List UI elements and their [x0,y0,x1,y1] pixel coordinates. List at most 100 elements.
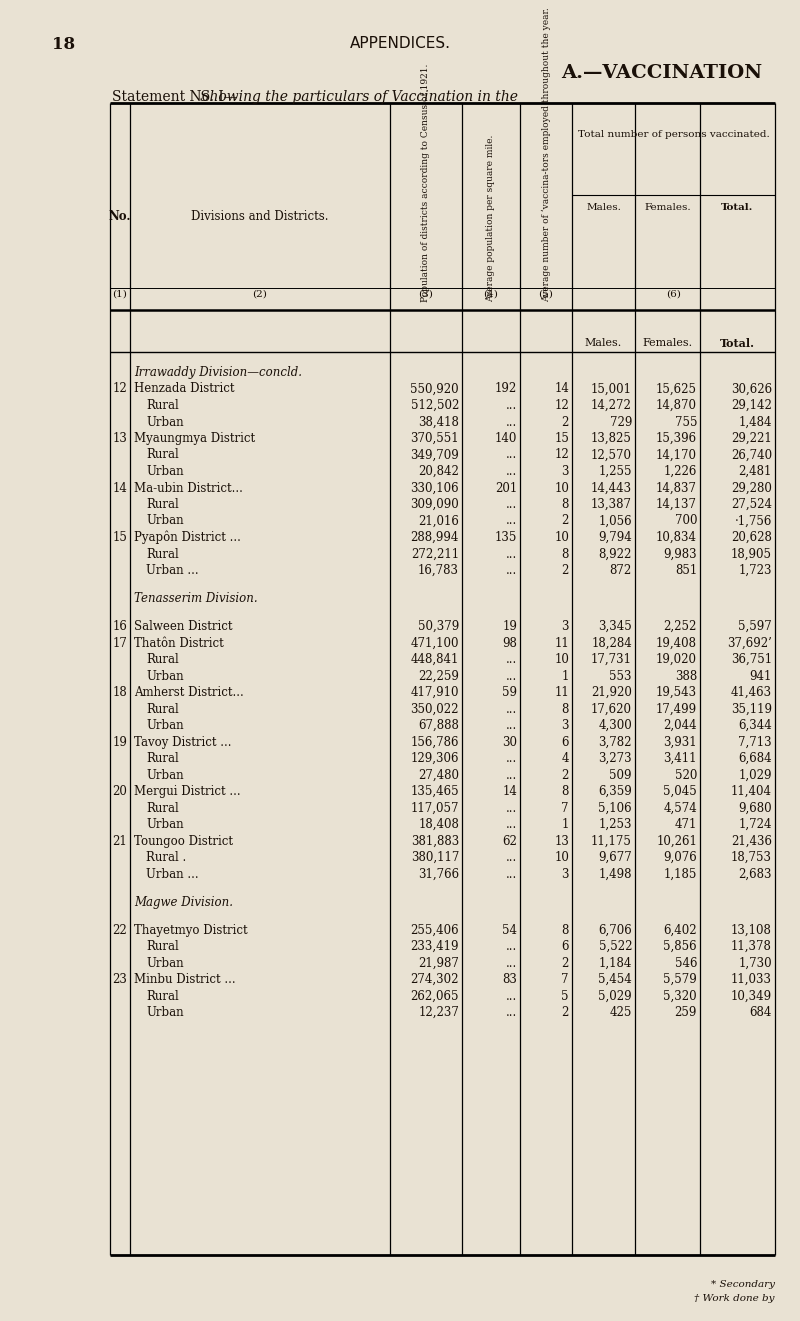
Text: Urban ...: Urban ... [146,564,198,577]
Text: ...: ... [506,449,517,461]
Text: 59: 59 [502,686,517,699]
Text: ...: ... [506,465,517,478]
Text: 12: 12 [554,449,569,461]
Text: Mergui District ...: Mergui District ... [134,785,241,798]
Text: Urban: Urban [146,465,184,478]
Text: Rural: Rural [146,399,178,412]
Text: 29,280: 29,280 [731,481,772,494]
Text: 29,221: 29,221 [731,432,772,445]
Text: 135,465: 135,465 [410,785,459,798]
Text: 2,252: 2,252 [664,620,697,633]
Text: 5,045: 5,045 [663,785,697,798]
Text: 755: 755 [674,416,697,428]
Text: 15,625: 15,625 [656,383,697,395]
Text: 4,574: 4,574 [663,802,697,815]
Text: Rural: Rural [146,547,178,560]
Text: 18: 18 [113,686,127,699]
Text: 19: 19 [113,736,127,749]
Text: 20,842: 20,842 [418,465,459,478]
Text: 448,841: 448,841 [410,653,459,666]
Text: 6,359: 6,359 [598,785,632,798]
Text: 12: 12 [113,383,127,395]
Text: 21: 21 [113,835,127,848]
Text: 117,057: 117,057 [410,802,459,815]
Text: 550,920: 550,920 [410,383,459,395]
Text: † Work done by: † Work done by [694,1295,775,1303]
Text: 5,597: 5,597 [738,620,772,633]
Text: ...: ... [506,416,517,428]
Text: Magwe Division.: Magwe Division. [134,896,233,909]
Text: ...: ... [506,851,517,864]
Text: Statement No. I—: Statement No. I— [112,90,238,104]
Text: 2,044: 2,044 [663,719,697,732]
Text: 16,783: 16,783 [418,564,459,577]
Text: Pyapôn District ...: Pyapôn District ... [134,531,241,544]
Text: 17,499: 17,499 [656,703,697,716]
Text: 13: 13 [554,835,569,848]
Text: Average number of ‘vaccina-tors employed throughout the year.: Average number of ‘vaccina-tors employed… [542,7,550,303]
Text: 30: 30 [502,736,517,749]
Text: 18,905: 18,905 [731,547,772,560]
Text: Ma-ubin District...: Ma-ubin District... [134,481,243,494]
Text: 14,272: 14,272 [591,399,632,412]
Text: 27,524: 27,524 [731,498,772,511]
Text: 546: 546 [674,956,697,970]
Text: 18,408: 18,408 [418,818,459,831]
Text: 3: 3 [562,719,569,732]
Text: 15,396: 15,396 [656,432,697,445]
Text: 6,344: 6,344 [738,719,772,732]
Text: 19,408: 19,408 [656,637,697,650]
Text: 512,502: 512,502 [410,399,459,412]
Text: Thayetmyo District: Thayetmyo District [134,923,248,937]
Text: 5,856: 5,856 [663,941,697,954]
Text: 35,119: 35,119 [731,703,772,716]
Text: ...: ... [506,514,517,527]
Text: ...: ... [506,941,517,954]
Text: 11,378: 11,378 [731,941,772,954]
Text: 192: 192 [494,383,517,395]
Text: 9,680: 9,680 [738,802,772,815]
Text: Rural .: Rural . [146,851,186,864]
Text: 19: 19 [502,620,517,633]
Text: Urban: Urban [146,1007,184,1020]
Text: Urban ...: Urban ... [146,868,198,881]
Text: Rural: Rural [146,449,178,461]
Text: 5,522: 5,522 [598,941,632,954]
Text: 509: 509 [610,769,632,782]
Text: Urban: Urban [146,818,184,831]
Text: 872: 872 [610,564,632,577]
Text: 22: 22 [113,923,127,937]
Text: Rural: Rural [146,941,178,954]
Text: 17,620: 17,620 [591,703,632,716]
Text: ...: ... [506,670,517,683]
Text: 471,100: 471,100 [410,637,459,650]
Text: Salween District: Salween District [134,620,233,633]
Text: 11,033: 11,033 [731,974,772,987]
Text: 13,108: 13,108 [731,923,772,937]
Text: (1): (1) [113,291,127,299]
Text: 54: 54 [502,923,517,937]
Text: No.: No. [109,210,131,223]
Text: 2: 2 [562,514,569,527]
Text: A.—VACCINATION: A.—VACCINATION [561,63,762,82]
Text: 12,570: 12,570 [591,449,632,461]
Text: 417,910: 417,910 [410,686,459,699]
Text: 17: 17 [113,637,127,650]
Text: 10: 10 [554,851,569,864]
Text: 10,261: 10,261 [656,835,697,848]
Text: 37,692’: 37,692’ [727,637,772,650]
Text: Rural: Rural [146,752,178,765]
Text: ...: ... [506,653,517,666]
Text: 23: 23 [113,974,127,987]
Text: 18: 18 [52,36,75,53]
Text: 3,273: 3,273 [598,752,632,765]
Text: 5,454: 5,454 [598,974,632,987]
Text: 255,406: 255,406 [410,923,459,937]
Text: 14,137: 14,137 [656,498,697,511]
Text: 2: 2 [562,956,569,970]
Text: 17,731: 17,731 [591,653,632,666]
Text: 5,579: 5,579 [663,974,697,987]
Text: 1: 1 [562,670,569,683]
Text: 1,029: 1,029 [738,769,772,782]
Text: 20,628: 20,628 [731,531,772,544]
